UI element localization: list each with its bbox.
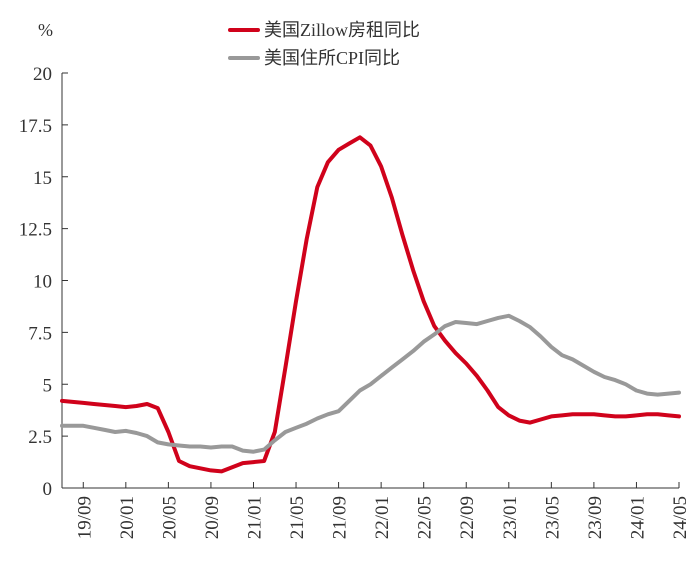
x-tick-label: 21/09: [330, 496, 351, 539]
x-tick-label: 19/09: [74, 496, 95, 539]
x-tick-label: 20/09: [202, 496, 223, 539]
series-layer: [60, 135, 681, 474]
y-unit-label: %: [38, 20, 53, 40]
y-tick-label: 10: [33, 272, 52, 293]
legend-label-cpi-shelter: 美国住所CPI同比: [264, 48, 400, 68]
x-tick-label: 23/01: [500, 496, 521, 539]
x-tick-label: 24/01: [627, 496, 648, 539]
x-axis: 19/09 20/01 20/05 20/09 21/01 21/05 21/09 22/01…: [62, 482, 687, 539]
x-tick-label: 23/05: [542, 496, 563, 539]
y-tick-label: 0: [43, 479, 53, 500]
x-tick-label: 24/05: [670, 496, 687, 539]
y-tick-label: 17.5: [19, 116, 52, 137]
y-tick-label: 7.5: [28, 323, 52, 344]
y-tick-label: 2.5: [28, 427, 52, 448]
x-tick-label: 20/01: [117, 496, 138, 539]
y-tick-label: 20: [33, 64, 52, 85]
y-tick-label: 12.5: [19, 220, 52, 241]
series-line-cpi-shelter: [60, 313, 681, 454]
x-tick-label: 21/01: [244, 496, 265, 539]
x-tick-label: 22/09: [457, 496, 478, 539]
x-tick-label: 23/09: [585, 496, 606, 539]
y-tick-label: 15: [33, 168, 52, 189]
x-tick-label: 22/01: [372, 496, 393, 539]
legend-label-zillow: 美国Zillow房租同比: [264, 20, 420, 40]
x-tick-label: 20/05: [159, 496, 180, 539]
x-tick-label: 21/05: [287, 496, 308, 539]
x-tick-label: 22/05: [415, 496, 436, 539]
legend: 美国Zillow房租同比 美国住所CPI同比: [228, 20, 420, 68]
y-tick-label: 5: [43, 375, 53, 396]
series-line-zillow: [60, 135, 681, 474]
y-axis: 0 2.5 5 7.5 10 12.5 15 17.5 20: [19, 64, 68, 500]
